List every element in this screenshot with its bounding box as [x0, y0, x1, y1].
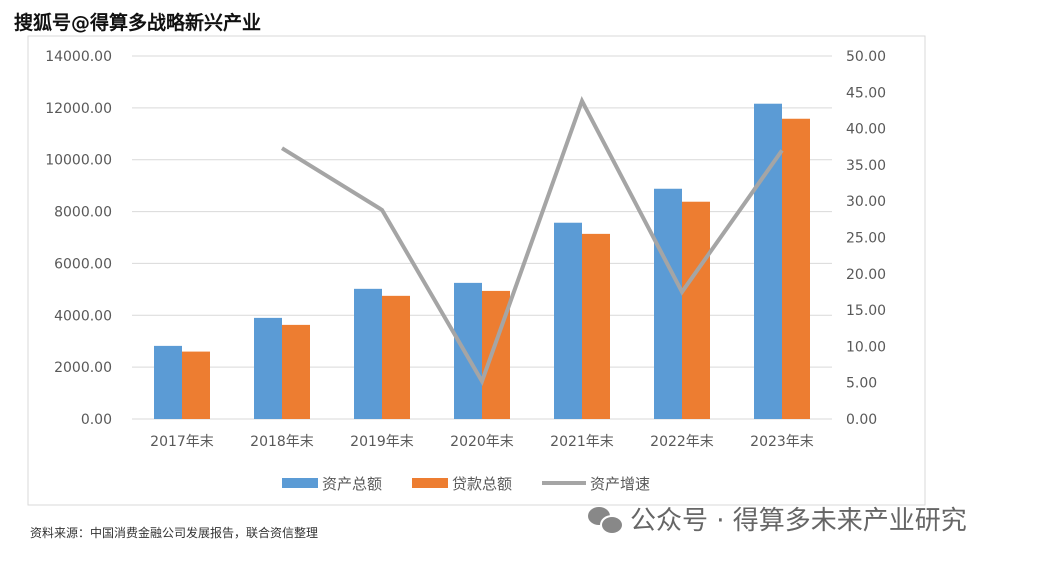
legend-swatch [412, 478, 448, 488]
bar-assets [254, 317, 282, 419]
y-tick-label: 14000.00 [45, 49, 112, 65]
bar-assets [354, 288, 382, 419]
line-growth [280, 96, 784, 386]
y-tick-label: 6000.00 [54, 256, 112, 272]
legend-label: 贷款总额 [452, 475, 512, 493]
x-tick-label: 2022年末 [650, 434, 714, 450]
y2-tick-label: 15.00 [846, 303, 886, 319]
y-tick-label: 0.00 [81, 412, 112, 428]
source-note: 资料来源：中国消费金融公司发展报告，联合资信整理 [30, 526, 319, 540]
y-tick-label: 8000.00 [54, 205, 112, 221]
legend-swatch [282, 478, 318, 488]
y2-tick-label: 50.00 [846, 49, 886, 65]
bar-assets [554, 222, 582, 419]
y2-tick-label: 0.00 [846, 412, 877, 428]
y2-tick-label: 40.00 [846, 122, 886, 138]
y2-tick-label: 30.00 [846, 194, 886, 210]
wechat-watermark: 公众号 · 得算多未来产业研究 [588, 500, 967, 537]
y2-tick-label: 25.00 [846, 231, 886, 247]
bar-assets [754, 103, 782, 420]
bar-assets [454, 282, 482, 419]
y2-tick-label: 10.00 [846, 339, 886, 355]
y2-tick-label: 20.00 [846, 267, 886, 283]
y2-tick-label: 35.00 [846, 158, 886, 174]
y2-tick-label: 45.00 [846, 85, 886, 101]
wechat-watermark-text: 公众号 · 得算多未来产业研究 [630, 506, 967, 536]
y-tick-label: 10000.00 [45, 153, 112, 169]
y2-tick-label: 5.00 [846, 376, 877, 392]
x-tick-label: 2020年末 [450, 434, 514, 450]
legend: 资产总额 贷款总额 资产增速 [282, 475, 650, 493]
bar-loans [382, 295, 410, 419]
bar-loans [682, 201, 710, 419]
x-tick-label: 2021年末 [550, 434, 614, 450]
y-tick-label: 12000.00 [45, 101, 112, 117]
wechat-icon [588, 505, 624, 535]
bar-loans [782, 118, 810, 420]
x-tick-label: 2017年末 [150, 434, 214, 450]
bar-loans [582, 233, 610, 419]
bar-loans [182, 351, 210, 419]
legend-label: 资产增速 [590, 475, 650, 493]
y-tick-label: 2000.00 [54, 360, 112, 376]
bar-assets [154, 345, 182, 419]
x-tick-label: 2023年末 [750, 434, 814, 450]
watermark-top: 搜狐号@得算多战略新兴产业 [14, 12, 262, 34]
bar-loans [282, 324, 310, 419]
x-tick-label: 2019年末 [350, 434, 414, 450]
legend-label: 资产总额 [322, 475, 382, 493]
bar-assets [654, 188, 682, 419]
y-tick-label: 4000.00 [54, 308, 112, 324]
x-tick-label: 2018年末 [250, 434, 314, 450]
